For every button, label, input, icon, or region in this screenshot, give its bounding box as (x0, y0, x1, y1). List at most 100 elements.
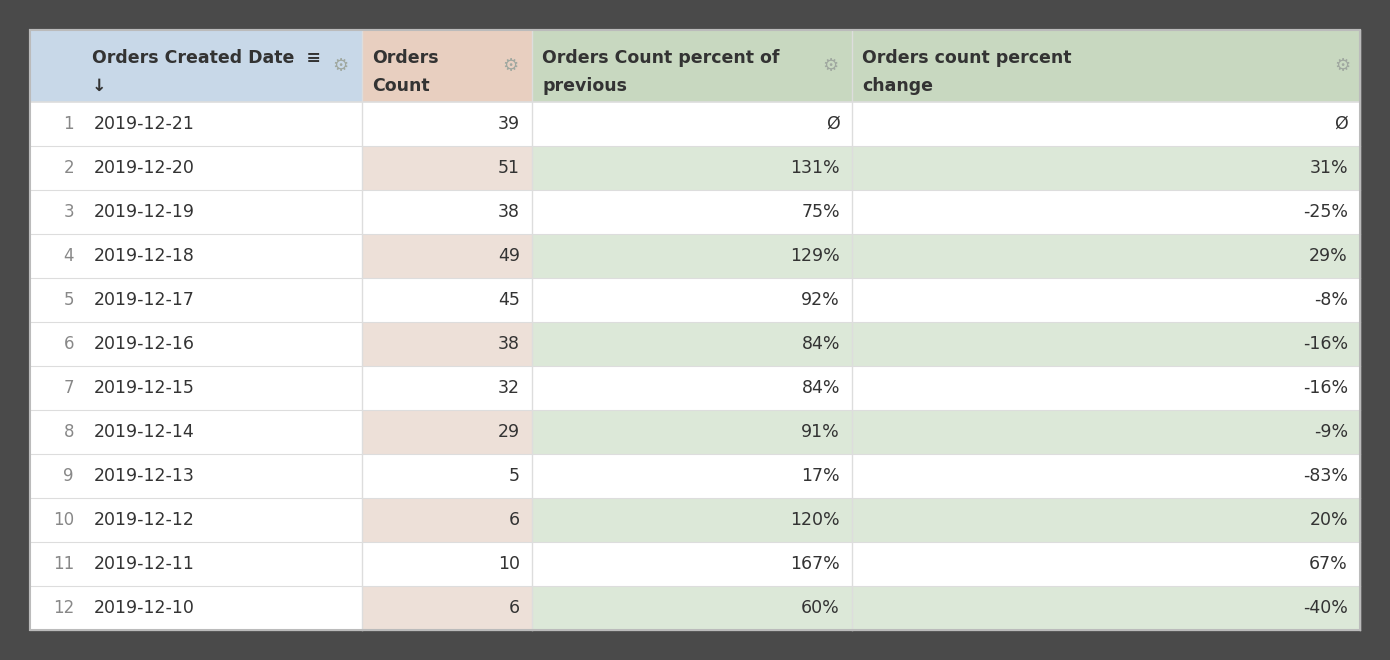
Bar (31, 190, 361, 234)
Text: Count: Count (373, 77, 430, 95)
Text: Ø: Ø (826, 115, 840, 133)
Text: -9%: -9% (1314, 423, 1348, 441)
Text: 1: 1 (64, 115, 74, 133)
Text: 45: 45 (498, 291, 520, 309)
Bar (532, 410, 852, 454)
Bar (532, 278, 852, 322)
Bar (361, 586, 532, 630)
Text: ⚙: ⚙ (1334, 57, 1350, 75)
Bar (361, 542, 532, 586)
Text: ⚙: ⚙ (502, 57, 518, 75)
Bar (852, 586, 1359, 630)
Text: ⚙: ⚙ (332, 57, 348, 75)
Text: Orders count percent: Orders count percent (862, 49, 1072, 67)
Text: 84%: 84% (802, 335, 840, 353)
Text: -25%: -25% (1302, 203, 1348, 221)
Text: 17%: 17% (802, 467, 840, 485)
Bar (532, 190, 852, 234)
Bar (852, 234, 1359, 278)
Text: 129%: 129% (791, 247, 840, 265)
Text: previous: previous (542, 77, 627, 95)
Text: Ø: Ø (1334, 115, 1348, 133)
Bar (532, 498, 852, 542)
Text: ⚙: ⚙ (821, 57, 838, 75)
Text: 2019-12-14: 2019-12-14 (95, 423, 195, 441)
Bar (852, 190, 1359, 234)
Bar (31, 322, 361, 366)
Bar (31, 146, 361, 190)
Text: 120%: 120% (791, 511, 840, 529)
Text: ↓: ↓ (92, 77, 107, 95)
Text: 2: 2 (64, 159, 74, 177)
Text: 2019-12-11: 2019-12-11 (95, 555, 195, 573)
Bar (852, 454, 1359, 498)
Bar (852, 410, 1359, 454)
Text: 2019-12-12: 2019-12-12 (95, 511, 195, 529)
Text: 75%: 75% (802, 203, 840, 221)
Text: 39: 39 (498, 115, 520, 133)
Bar (532, 234, 852, 278)
Bar (361, 234, 532, 278)
Text: 167%: 167% (791, 555, 840, 573)
Bar (361, 30, 532, 102)
Bar (361, 190, 532, 234)
Bar (532, 586, 852, 630)
Bar (852, 146, 1359, 190)
Text: 6: 6 (509, 511, 520, 529)
Text: 2019-12-21: 2019-12-21 (95, 115, 195, 133)
Bar (31, 542, 361, 586)
Text: 32: 32 (498, 379, 520, 397)
Bar (361, 278, 532, 322)
Bar (361, 322, 532, 366)
Text: 5: 5 (509, 467, 520, 485)
Text: -16%: -16% (1302, 335, 1348, 353)
Text: 7: 7 (64, 379, 74, 397)
Text: 9: 9 (64, 467, 74, 485)
Text: 4: 4 (64, 247, 74, 265)
Bar (31, 102, 361, 146)
Text: 8: 8 (64, 423, 74, 441)
Text: 84%: 84% (802, 379, 840, 397)
Text: 38: 38 (498, 203, 520, 221)
Text: 2019-12-17: 2019-12-17 (95, 291, 195, 309)
Text: 38: 38 (498, 335, 520, 353)
Bar (361, 454, 532, 498)
Text: 49: 49 (498, 247, 520, 265)
Text: 67%: 67% (1309, 555, 1348, 573)
Bar (532, 542, 852, 586)
Text: change: change (862, 77, 933, 95)
Text: 2019-12-16: 2019-12-16 (95, 335, 195, 353)
Text: 10: 10 (53, 511, 74, 529)
Bar (852, 322, 1359, 366)
Text: 60%: 60% (801, 599, 840, 617)
Text: 29%: 29% (1309, 247, 1348, 265)
Bar (31, 234, 361, 278)
Text: 5: 5 (64, 291, 74, 309)
Bar (361, 102, 532, 146)
Bar (852, 278, 1359, 322)
Text: 29: 29 (498, 423, 520, 441)
Text: 2019-12-15: 2019-12-15 (95, 379, 195, 397)
Bar (361, 410, 532, 454)
Text: 2019-12-18: 2019-12-18 (95, 247, 195, 265)
Text: Orders Created Date  ≡: Orders Created Date ≡ (92, 49, 321, 67)
Bar (532, 146, 852, 190)
Bar (532, 322, 852, 366)
Text: -16%: -16% (1302, 379, 1348, 397)
Text: 20%: 20% (1309, 511, 1348, 529)
Bar (361, 366, 532, 410)
Text: -83%: -83% (1302, 467, 1348, 485)
Bar (361, 146, 532, 190)
Text: 131%: 131% (791, 159, 840, 177)
Bar (532, 454, 852, 498)
Text: Orders Count percent of: Orders Count percent of (542, 49, 780, 67)
Text: 2019-12-20: 2019-12-20 (95, 159, 195, 177)
Text: 6: 6 (64, 335, 74, 353)
Bar (852, 542, 1359, 586)
Text: 2019-12-19: 2019-12-19 (95, 203, 195, 221)
Bar (852, 366, 1359, 410)
Text: -8%: -8% (1314, 291, 1348, 309)
Text: 6: 6 (509, 599, 520, 617)
Bar (852, 102, 1359, 146)
Bar (361, 498, 532, 542)
